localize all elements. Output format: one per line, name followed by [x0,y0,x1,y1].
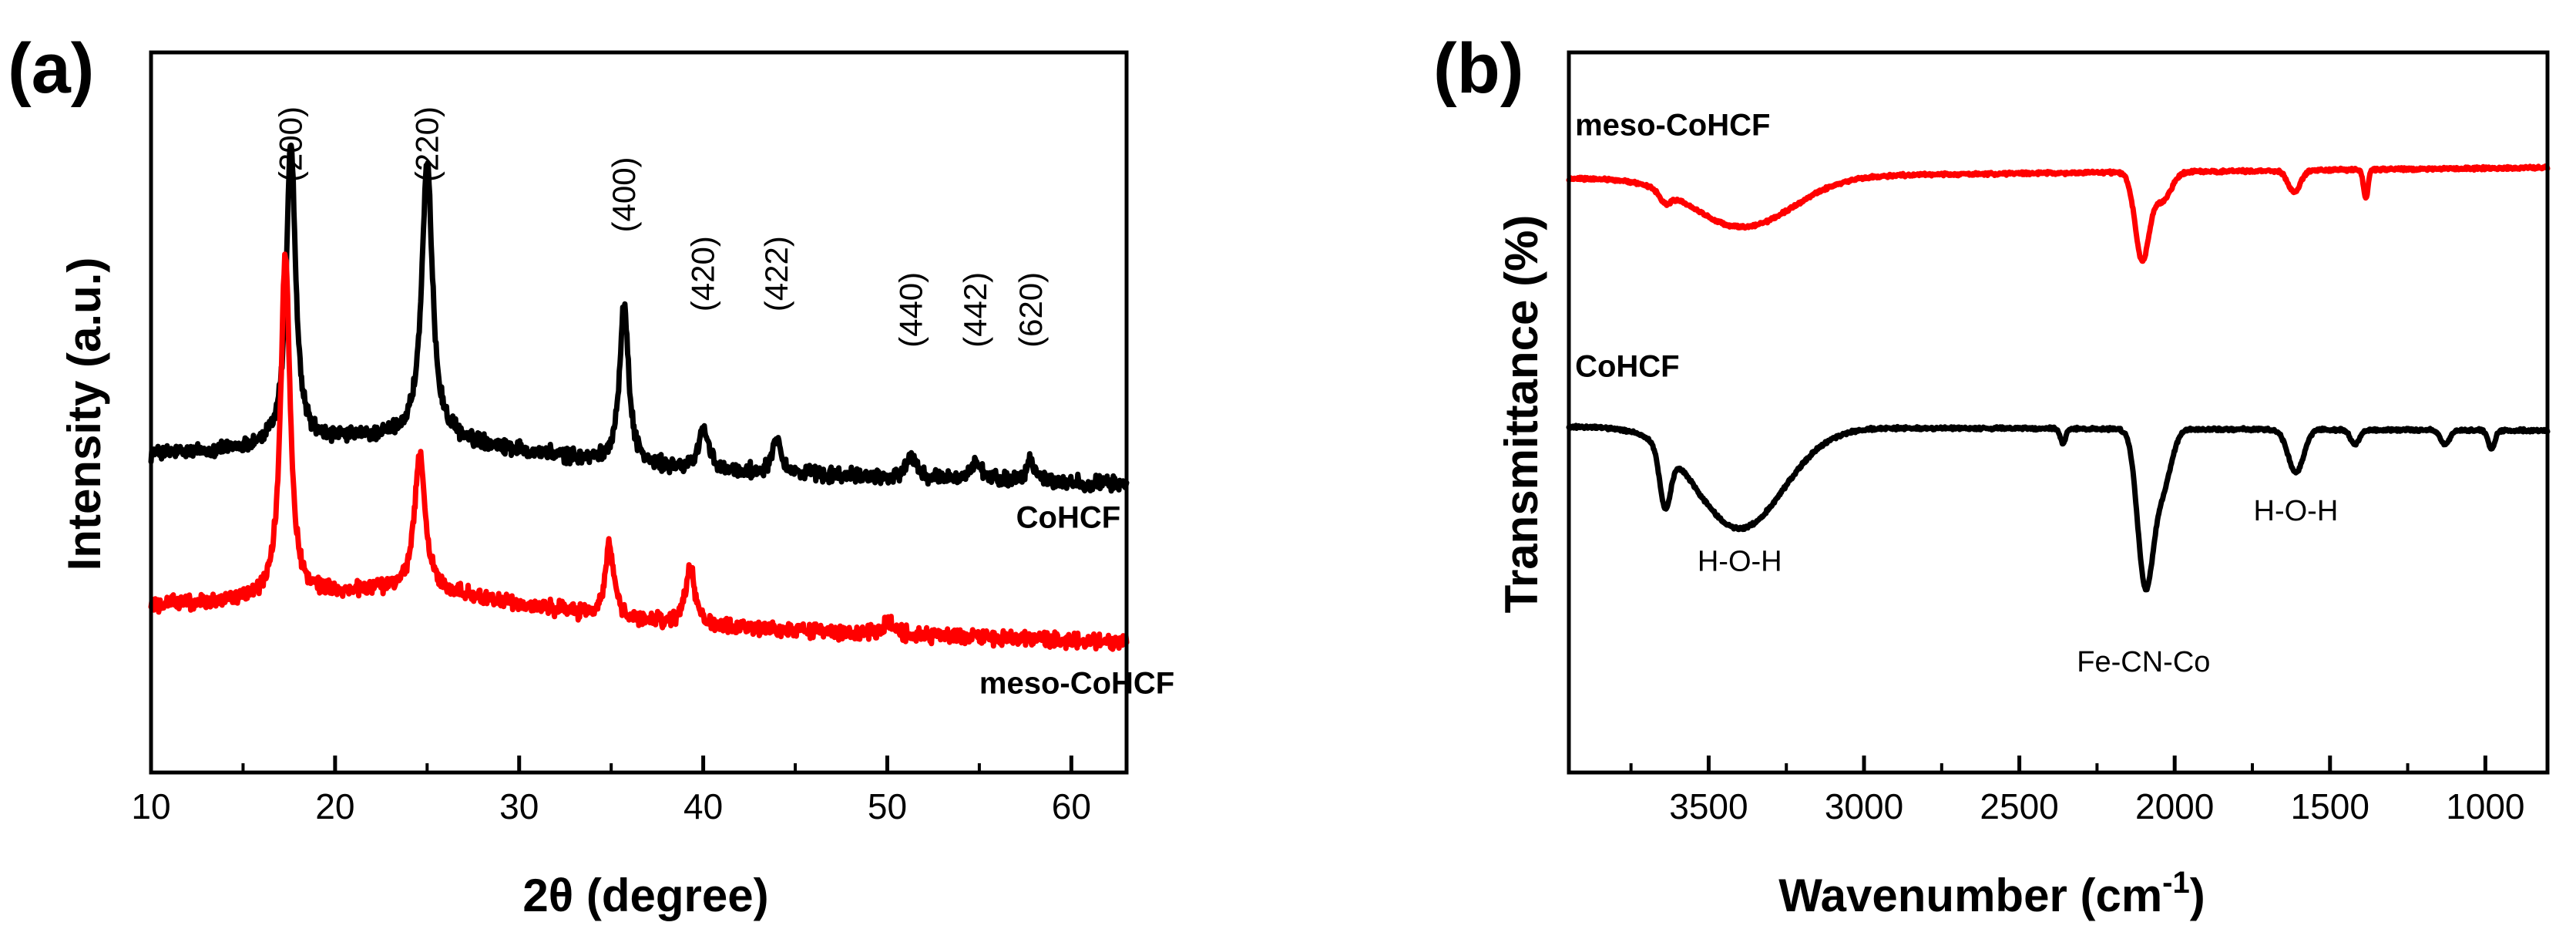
x-tick-label-a-10: 10 [131,786,170,826]
x-ticks-a: 10 20 30 40 50 60 [131,756,1091,826]
series-line-b-cohcf [1566,422,2551,593]
x-tick-label-b-3500: 3500 [1669,786,1748,826]
x-ticks-b: 3500 3000 2500 2000 1500 1000 [1629,756,2525,826]
series-labels-b: meso-CoHCF CoHCF [1575,108,1770,383]
series-line-b-meso-cohcf [1566,163,2551,264]
series-traces-b [1566,163,2551,593]
panel-label-b: (b) [1433,29,1523,108]
plot-frame-b [1567,50,2550,775]
y-axis-label-b: Transmittance (%) [1496,215,1547,614]
series-label-b-0: meso-CoHCF [1575,108,1770,142]
series-traces-a [148,142,1130,652]
panel-b-ftir-chart: (b) Transmittance (%) Wavenumber (cm-1) … [1433,29,2551,921]
series-label-a-1: meso-CoHCF [979,666,1174,700]
annotation-a-7: (620) [1013,272,1049,348]
x-tick-label-a-60: 60 [1052,786,1091,826]
x-axis-label-b-main: Wavenumber (cm [1778,870,2162,921]
x-tick-label-b-1500: 1500 [2291,786,2369,826]
x-axis-label-b: Wavenumber (cm-1) [1778,866,2205,921]
x-tick-label-a-20: 20 [315,786,354,826]
annotation-b-1: Fe-CN-Co [2077,646,2210,678]
annotation-a-3: (420) [685,236,721,311]
x-tick-label-b-1000: 1000 [2446,786,2524,826]
x-axis-label-b-close: ) [2190,870,2205,921]
series-line-a-meso-cohcf [148,251,1130,652]
series-line-a-cohcf [148,142,1130,494]
plot-frame-a [149,50,1129,775]
x-tick-label-a-50: 50 [868,786,907,826]
x-tick-label-b-2000: 2000 [2135,786,2214,826]
series-labels-a: CoHCF meso-CoHCF [979,500,1174,700]
x-tick-label-a-40: 40 [683,786,723,826]
x-tick-label-a-30: 30 [499,786,539,826]
annotation-b-0: H-O-H [1698,545,1782,577]
hkl-annotations-a: (200) (220) (400) (420) (422) (440) (442) (620) [273,106,1049,348]
annotation-b-2: H-O-H [2254,495,2339,527]
annotation-a-1: (220) [408,106,445,182]
annotation-a-5: (440) [893,272,929,348]
panel-a-xrd-chart: (a) Intensity (a.u.) 2θ (degree) 10 20 30 4… [8,29,1174,921]
y-axis-label-a: Intensity (a.u.) [59,257,110,571]
x-axis-label-a: 2θ (degree) [522,870,768,921]
x-tick-label-b-3000: 3000 [1825,786,1903,826]
annotation-a-0: (200) [273,106,309,182]
annotation-a-6: (442) [957,272,993,348]
series-label-b-1: CoHCF [1575,349,1680,383]
x-axis-label-b-sup: -1 [2162,866,2190,900]
band-annotations-b: H-O-H Fe-CN-Co H-O-H [1698,495,2338,678]
annotation-a-2: (400) [606,157,642,232]
annotation-a-4: (422) [758,236,794,311]
x-tick-label-b-2500: 2500 [1980,786,2058,826]
series-label-a-0: CoHCF [1016,500,1121,534]
panel-label-a: (a) [8,29,94,108]
